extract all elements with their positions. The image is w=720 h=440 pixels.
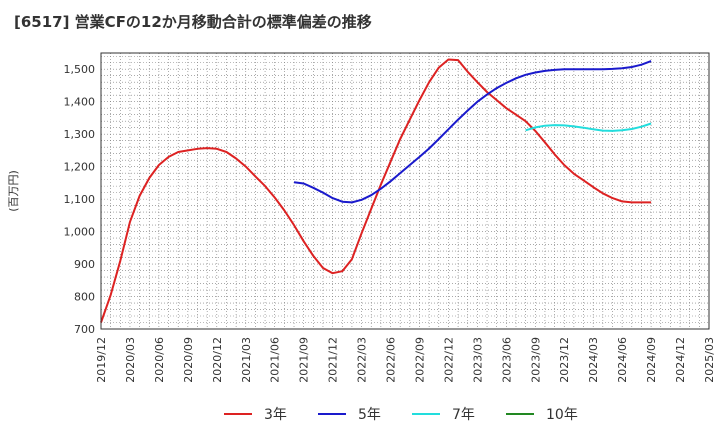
x-tick-label: 2022/12 xyxy=(442,337,455,383)
x-tick-label: 2021/03 xyxy=(240,337,253,383)
x-tick-label: 2022/09 xyxy=(413,337,426,383)
y-tick-label: 700 xyxy=(74,323,95,336)
y-tick-label: 800 xyxy=(74,291,95,304)
x-tick-label: 2019/12 xyxy=(95,337,108,383)
x-tick-label: 2023/09 xyxy=(529,337,542,383)
x-tick-label: 2023/06 xyxy=(500,337,513,383)
y-tick-label: 1,300 xyxy=(64,128,96,141)
legend-label-0: 3年 xyxy=(264,407,287,423)
legend-label-3: 10年 xyxy=(546,407,578,423)
chart-title: [6517] 営業CFの12か月移動合計の標準偏差の推移 xyxy=(14,13,372,31)
x-tick-label: 2020/06 xyxy=(153,337,166,383)
x-tick-label: 2021/12 xyxy=(327,337,340,383)
y-tick-label: 1,500 xyxy=(64,63,96,76)
x-tick-label: 2021/09 xyxy=(298,337,311,383)
y-tick-label: 1,100 xyxy=(64,193,96,206)
x-tick-label: 2022/06 xyxy=(385,337,398,383)
series-line-1 xyxy=(293,60,652,204)
x-tick-label: 2025/03 xyxy=(703,337,716,383)
x-tick-label: 2024/03 xyxy=(587,337,600,383)
legend: 3年 5年 7年 10年 xyxy=(224,407,578,423)
series-layer xyxy=(100,58,652,323)
series-line-2 xyxy=(525,122,652,132)
series-line-0 xyxy=(100,58,652,323)
legend-label-1: 5年 xyxy=(358,407,381,423)
x-tick-label: 2023/03 xyxy=(471,337,484,383)
x-tick-label: 2020/03 xyxy=(124,337,137,383)
y-tick-label: 1,200 xyxy=(64,161,96,174)
x-tick-label: 2024/09 xyxy=(645,337,658,383)
y-tick-label: 1,000 xyxy=(64,226,96,239)
x-tick-label: 2023/12 xyxy=(558,337,571,383)
y-tick-labels: 700 800 900 1,000 1,100 1,200 1,300 1,400 1,500 xyxy=(64,63,96,336)
x-tick-label: 2024/12 xyxy=(674,337,687,383)
x-tick-label: 2021/06 xyxy=(269,337,282,383)
legend-label-2: 7年 xyxy=(452,407,475,423)
grid-lines xyxy=(100,53,710,330)
x-tick-label: 2020/12 xyxy=(211,337,224,383)
y-tick-label: 900 xyxy=(74,258,95,271)
x-tick-label: 2022/03 xyxy=(356,337,369,383)
x-tick-labels: 2019/12 2020/03 2020/06 2020/09 2020/12 2021/… xyxy=(95,337,716,383)
y-tick-label: 1,400 xyxy=(64,96,96,109)
x-tick-label: 2024/06 xyxy=(616,337,629,383)
x-tick-label: 2020/09 xyxy=(182,337,195,383)
y-axis-label: (百万円) xyxy=(7,170,20,212)
plot-frame xyxy=(100,52,710,330)
